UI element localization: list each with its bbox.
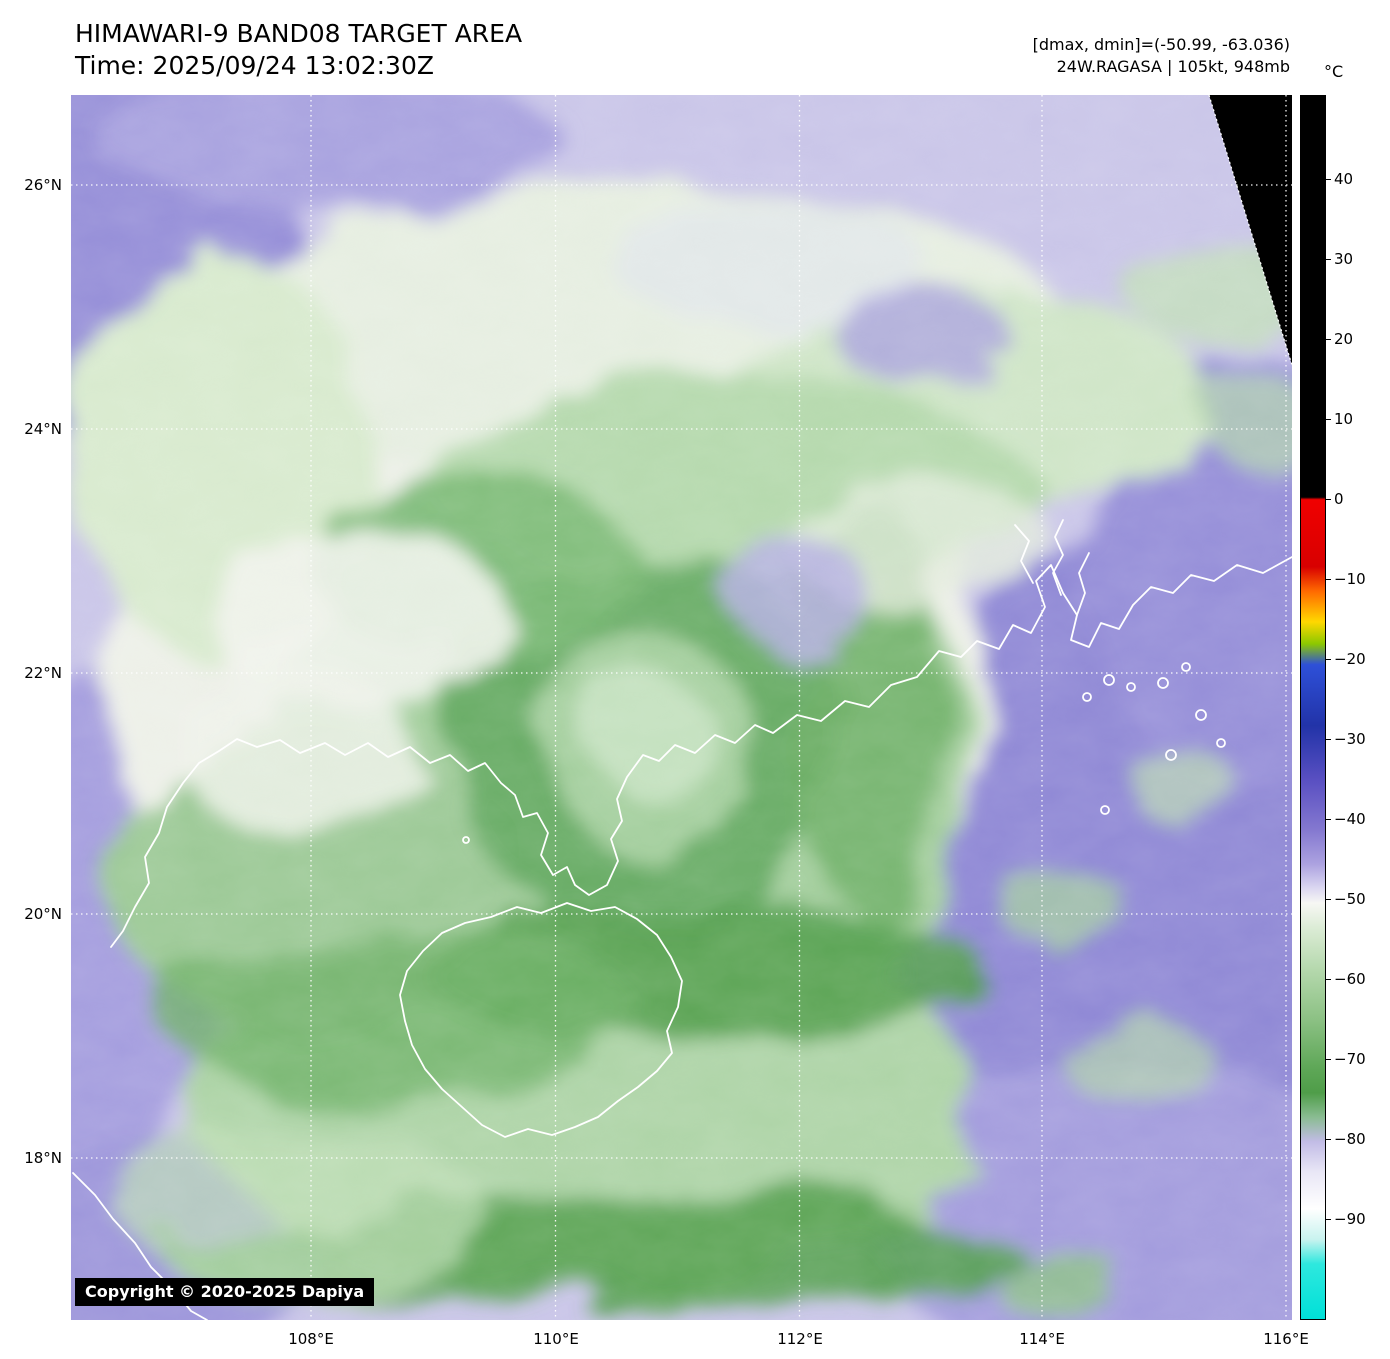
lat-tick-label: 26°N (24, 176, 62, 194)
storm-info-readout: 24W.RAGASA | 105kt, 948mb (1056, 57, 1290, 76)
colorbar-unit-label: °C (1324, 62, 1344, 81)
dmax-dmin-readout: [dmax, dmin]=(-50.99, -63.036) (1032, 35, 1290, 54)
colorbar-tick-mark (1326, 419, 1331, 420)
colorbar-tick-label: −50 (1334, 890, 1366, 908)
colorbar-tick-mark (1326, 1139, 1331, 1140)
colorbar-tick-mark (1326, 1059, 1331, 1060)
colorbar-tick-label: 30 (1334, 250, 1354, 268)
lon-tick-label: 114°E (1019, 1330, 1065, 1348)
scan-edge-dotted-line (1208, 94, 1293, 366)
colorbar-tick-mark (1326, 979, 1331, 980)
satellite-map: Copyright © 2020-2025 Dapiya (0, 45, 1390, 1359)
lon-tick-label: 110°E (533, 1330, 579, 1348)
lat-tick-label: 18°N (24, 1149, 62, 1167)
copyright-badge: Copyright © 2020-2025 Dapiya (75, 1278, 375, 1306)
satellite-imagery (0, 45, 1390, 1359)
colorbar-tick-label: −60 (1334, 970, 1366, 988)
colorbar-tick-mark (1326, 659, 1331, 660)
colorbar-tick-mark (1326, 499, 1331, 500)
lon-tick-label: 116°E (1263, 1330, 1309, 1348)
graticule-gridlines (71, 95, 1292, 1320)
colorbar-tick-label: −70 (1334, 1050, 1366, 1068)
colorbar-tick-label: 0 (1334, 490, 1344, 508)
coastlines (72, 519, 1293, 1321)
colorbar-gradient (1300, 95, 1326, 1320)
figure-title: HIMAWARI-9 BAND08 TARGET AREA (75, 19, 523, 48)
colorbar-tick-mark (1326, 179, 1331, 180)
colorbar-tick-mark (1326, 579, 1331, 580)
colorbar-tick-label: −20 (1334, 650, 1366, 668)
colorbar-tick-label: −90 (1334, 1210, 1366, 1228)
colorbar-tick-label: −30 (1334, 730, 1366, 748)
colorbar-tick-mark (1326, 259, 1331, 260)
lon-tick-label: 108°E (288, 1330, 334, 1348)
colorbar-tick-label: −40 (1334, 810, 1366, 828)
colorbar-tick-mark (1326, 1219, 1331, 1220)
colorbar-tick-label: 20 (1334, 330, 1354, 348)
figure-time: Time: 2025/09/24 13:02:30Z (75, 51, 434, 80)
colorbar-tick-mark (1326, 339, 1331, 340)
colorbar-tick-mark (1326, 819, 1331, 820)
lat-tick-label: 20°N (24, 905, 62, 923)
colorbar-tick-label: −80 (1334, 1130, 1366, 1148)
colorbar-tick-mark (1326, 739, 1331, 740)
lat-tick-label: 22°N (24, 664, 62, 682)
colorbar-tick-mark (1326, 899, 1331, 900)
cloud-texture-overlay (71, 95, 1292, 1320)
colorbar-tick-label: 40 (1334, 170, 1354, 188)
colorbar-tick-label: −10 (1334, 570, 1366, 588)
lon-tick-label: 112°E (777, 1330, 823, 1348)
colorbar-tick-label: 10 (1334, 410, 1354, 428)
lat-tick-label: 24°N (24, 420, 62, 438)
